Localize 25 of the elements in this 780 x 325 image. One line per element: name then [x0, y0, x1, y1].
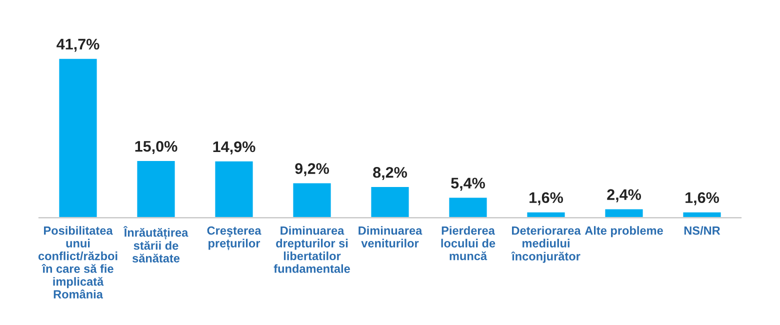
data-label: 5,4% [451, 178, 486, 191]
x-tick-label: Înrăutățirea stării de sănătate [123, 226, 188, 262]
bar [58, 57, 98, 218]
data-label: 1,6% [530, 192, 564, 206]
data-label: 41,7% [56, 38, 100, 52]
x-tick-label: Diminuarea drepturilor si libertatilor fundamentale [274, 226, 350, 273]
data-label: 1,6% [686, 192, 720, 206]
x-tick-label: Pierderea locului de muncă [441, 226, 496, 260]
data-label: 8,2% [373, 166, 408, 180]
data-label: 9,2% [295, 163, 330, 176]
bar [370, 186, 410, 218]
bar [448, 196, 488, 218]
data-label: 14,9% [213, 141, 256, 154]
data-label: 2,4% [607, 189, 642, 202]
x-tick-label: Deteriorarea mediului înconjurător [511, 226, 581, 263]
bar [136, 160, 176, 218]
bar [604, 208, 644, 218]
bar [214, 160, 254, 218]
x-tick-label: Posibilitatea unui conflict/război în care să fie implicată România [38, 226, 118, 298]
x-tick-label: Alte probleme [584, 226, 663, 238]
x-tick-label: NS/NR [684, 226, 720, 235]
data-label: 15,0% [135, 140, 178, 154]
x-tick-label: Diminuarea veniturilor [358, 226, 422, 248]
x-tick-label: Creşterea prețurilor [207, 226, 262, 250]
bar [292, 182, 332, 218]
